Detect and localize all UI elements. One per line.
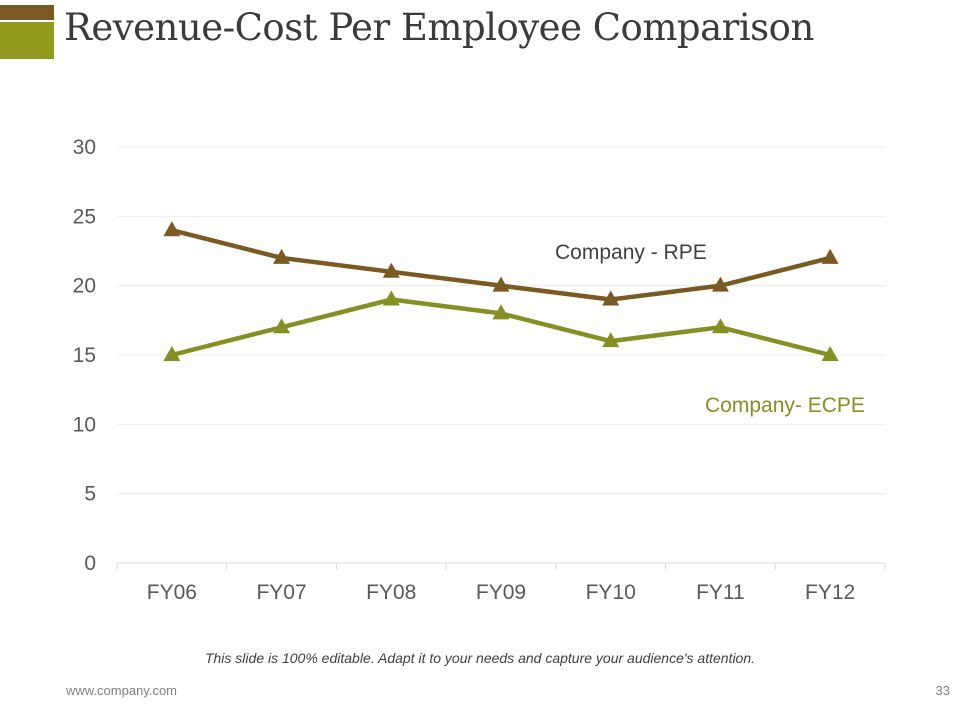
x-tick-label-fy07: FY07 xyxy=(256,581,306,604)
series-label-rpe: Company - RPE xyxy=(555,241,707,264)
y-tick-label: 25 xyxy=(73,205,96,228)
x-tick-label-fy11: FY11 xyxy=(696,581,745,604)
data-point-ecpe-fy07 xyxy=(273,318,291,334)
y-tick-label: 20 xyxy=(73,275,96,298)
y-tick-label: 10 xyxy=(73,413,96,436)
data-point-ecpe-fy12 xyxy=(821,346,839,361)
data-point-rpe-fy11 xyxy=(711,276,729,292)
data-point-ecpe-fy06 xyxy=(163,346,181,361)
data-point-ecpe-fy10 xyxy=(602,332,620,348)
y-tick-label: 5 xyxy=(84,483,96,506)
data-point-ecpe-fy11 xyxy=(711,318,729,334)
x-tick-label-fy12: FY12 xyxy=(805,581,855,604)
page-number: 33 xyxy=(935,683,950,698)
data-point-rpe-fy06 xyxy=(163,221,181,237)
series-label-ecpe: Company- ECPE xyxy=(705,394,865,417)
data-point-ecpe-fy08 xyxy=(382,290,400,306)
slide-title: Revenue-Cost Per Employee Comparison xyxy=(64,6,814,49)
x-tick-label-fy10: FY10 xyxy=(586,581,636,604)
x-tick-label-fy09: FY09 xyxy=(476,581,526,604)
footer-note: This slide is 100% editable. Adapt it to… xyxy=(204,650,756,666)
footer-website: www.company.com xyxy=(66,683,178,698)
y-tick-label: 30 xyxy=(73,136,96,159)
data-point-rpe-fy10 xyxy=(602,290,620,306)
x-tick-label-fy08: FY08 xyxy=(366,581,416,604)
y-tick-label: 0 xyxy=(84,552,96,575)
x-tick-label-fy06: FY06 xyxy=(147,581,197,604)
line-chart: 0 5 10 15 20 25 30 FY06 FY07 FY08 FY09 FY10 FY11 FY12… xyxy=(73,136,886,604)
data-point-rpe-fy12 xyxy=(821,248,839,264)
logo-bar-top xyxy=(0,5,54,20)
y-tick-label: 15 xyxy=(73,344,96,367)
data-point-ecpe-fy09 xyxy=(492,304,510,320)
data-point-rpe-fy09 xyxy=(492,276,510,292)
data-point-rpe-fy08 xyxy=(382,262,400,278)
data-point-rpe-fy07 xyxy=(273,248,291,264)
logo-bar-bottom xyxy=(0,22,54,59)
